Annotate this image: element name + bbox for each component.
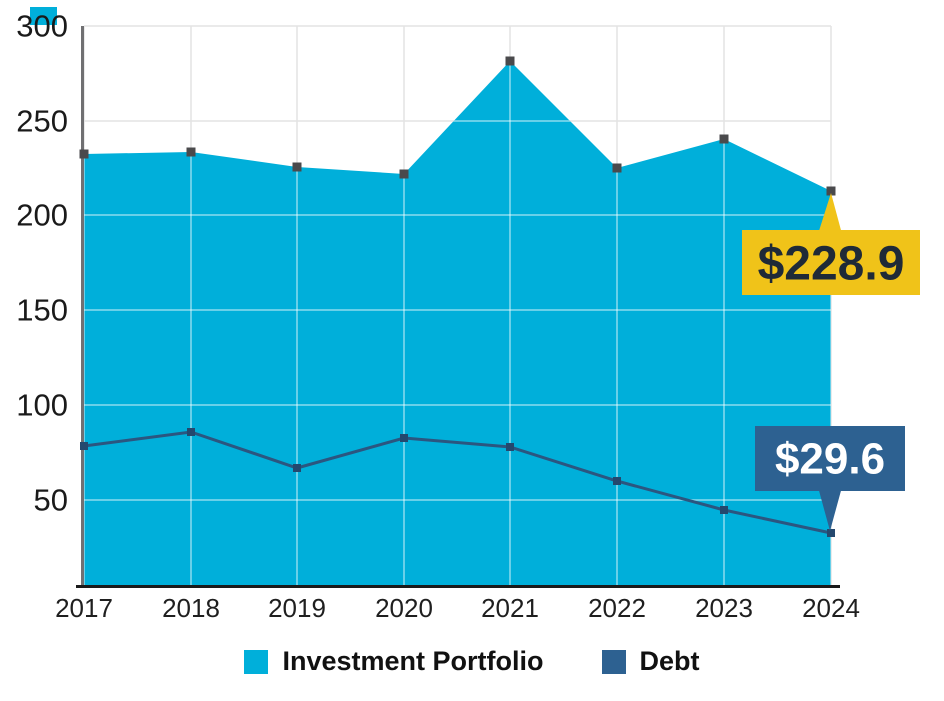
debt-point-marker (506, 443, 514, 451)
debt-point-marker (613, 477, 621, 485)
y-axis-tick-labels: 300 250 200 150 100 50 (16, 9, 68, 518)
x-year-label: 2021 (481, 593, 539, 623)
y-tick-label: 50 (34, 483, 68, 518)
investment-point-marker (612, 163, 622, 173)
callout-investment-value: $228.9 (758, 238, 905, 291)
x-axis-year-labels: 2017 2018 2019 2020 2021 2022 2023 2024 (55, 593, 860, 623)
debt-point-marker (293, 464, 301, 472)
legend-swatch-debt (601, 649, 626, 674)
investment-point-marker (292, 162, 302, 172)
debt-point-marker (720, 506, 728, 514)
debt-markers (80, 428, 835, 537)
investment-point-marker (399, 169, 409, 179)
callout-investment-box (742, 230, 920, 295)
investment-point-marker (505, 56, 515, 66)
x-year-label: 2017 (55, 593, 113, 623)
legend-swatch-investment (244, 649, 269, 674)
x-year-label: 2024 (802, 593, 860, 623)
callout-investment: $228.9 (742, 193, 920, 295)
investment-area (84, 61, 831, 588)
chart-legend: Investment Portfolio Debt (0, 646, 944, 677)
x-year-label: 2018 (162, 593, 220, 623)
debt-point-marker (187, 428, 195, 436)
y-tick-label: 200 (16, 198, 68, 233)
decorative-square (30, 7, 57, 25)
callout-debt-value: $29.6 (775, 435, 885, 484)
callout-debt: $29.6 (755, 426, 905, 531)
x-year-label: 2019 (268, 593, 326, 623)
investment-point-marker (719, 134, 729, 144)
y-tick-label: 150 (16, 293, 68, 328)
legend-label-debt: Debt (639, 646, 700, 676)
legend-label-investment: Investment Portfolio (282, 646, 544, 676)
y-tick-label: 100 (16, 388, 68, 423)
callout-debt-box (755, 426, 905, 491)
investment-point-marker (826, 186, 836, 196)
x-year-label: 2020 (375, 593, 433, 623)
investment-point-marker (186, 147, 196, 157)
y-tick-label: 300 (16, 9, 68, 44)
x-year-label: 2023 (695, 593, 753, 623)
investment-markers (79, 56, 836, 196)
callout-debt-tail (818, 487, 842, 531)
debt-point-marker (400, 434, 408, 442)
x-year-label: 2022 (588, 593, 646, 623)
debt-point-marker (827, 529, 835, 537)
y-tick-label: 250 (16, 104, 68, 139)
debt-line (83, 430, 832, 535)
legend-item-debt: Debt (601, 646, 700, 677)
investment-point-marker (79, 149, 89, 159)
legend-item-investment: Investment Portfolio (244, 646, 544, 677)
debt-point-marker (80, 442, 88, 450)
callout-investment-tail (818, 193, 842, 234)
